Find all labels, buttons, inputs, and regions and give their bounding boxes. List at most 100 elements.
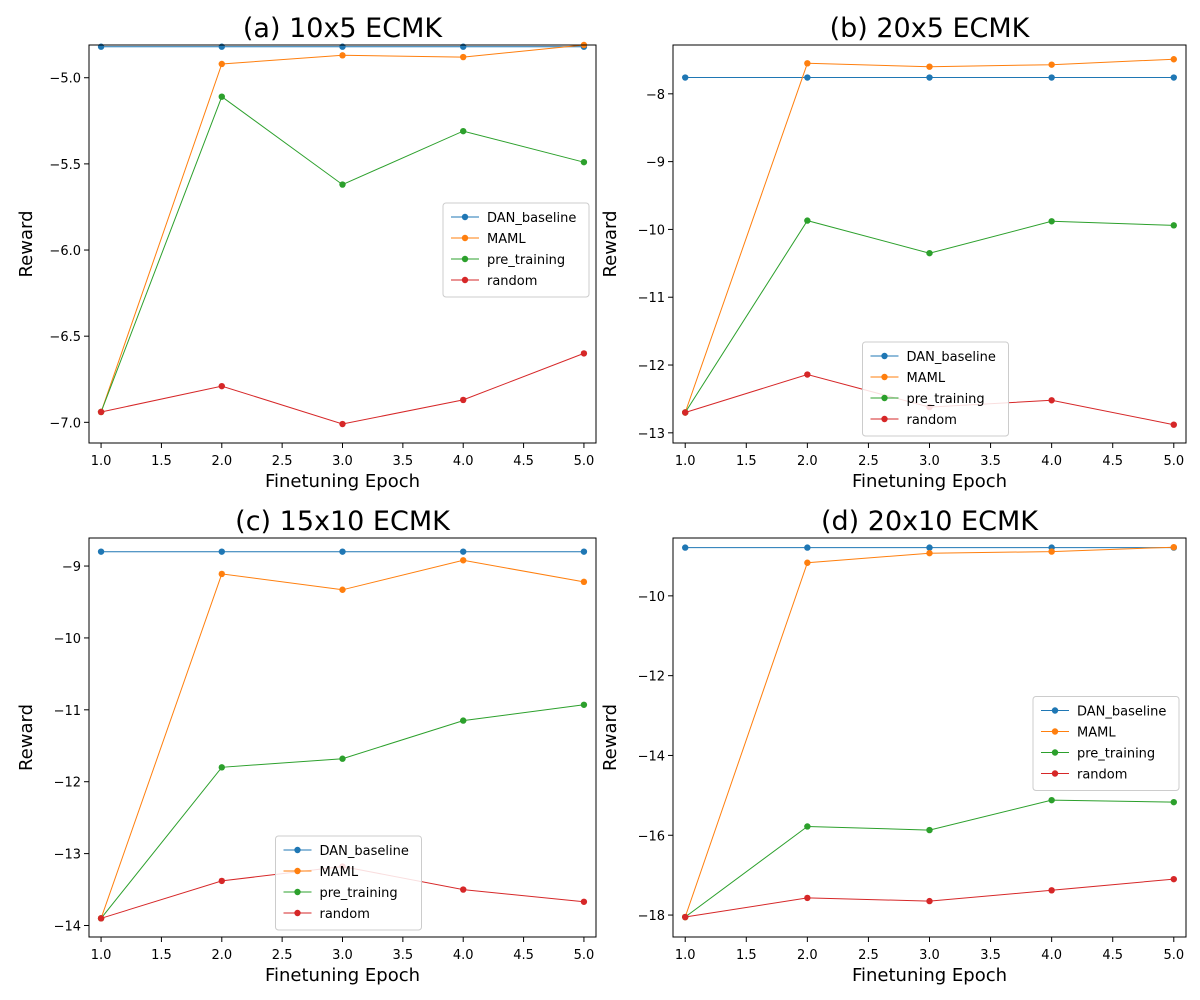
legend-swatch-marker	[1051, 770, 1059, 777]
data-point-random	[218, 382, 225, 390]
data-point-random	[804, 371, 811, 378]
data-point-pre-training	[218, 764, 225, 771]
x-tick-label: 5.0	[1163, 948, 1184, 963]
data-point-pre-training	[339, 755, 346, 762]
x-tick-label: 3.0	[332, 454, 353, 469]
legend-swatch-marker	[881, 352, 888, 360]
y-tick-label: −10	[54, 632, 81, 647]
y-tick-label: −13	[638, 427, 665, 442]
x-tick-label: 3.5	[393, 454, 414, 469]
data-point-maml	[218, 60, 225, 68]
data-point-pre-training	[1170, 222, 1177, 229]
data-point-dan-baseline	[804, 74, 811, 81]
x-tick-label: 5.0	[1163, 454, 1184, 469]
legend-swatch-marker	[1051, 728, 1059, 735]
x-tick-label: 3.0	[332, 948, 353, 963]
x-axis-label: Finetuning Epoch	[265, 471, 420, 492]
x-tick-label: 4.5	[1102, 948, 1123, 963]
y-tick-label: −16	[638, 829, 665, 844]
plot-frame	[88, 537, 597, 938]
data-point-pre-training	[460, 717, 467, 724]
x-tick-label: 1.0	[675, 948, 696, 963]
data-point-dan-baseline	[682, 74, 689, 81]
legend-swatch-marker	[294, 888, 301, 896]
y-tick-label: −14	[54, 919, 81, 934]
y-axis-label: Reward	[16, 210, 37, 277]
data-point-random	[460, 886, 467, 893]
data-point-dan-baseline	[339, 548, 346, 555]
chart-title: (d) 20x10 ECMK	[821, 506, 1039, 537]
x-tick-label: 3.5	[393, 948, 414, 963]
x-tick-label: 4.0	[1041, 948, 1062, 963]
legend-label: random	[320, 907, 370, 922]
y-tick-label: −10	[638, 223, 665, 238]
y-tick-label: −6.5	[49, 330, 81, 345]
data-point-random	[339, 420, 346, 428]
data-point-pre-training	[339, 181, 346, 188]
y-tick-label: −14	[638, 749, 665, 764]
data-point-pre-training	[218, 93, 225, 100]
legend-box	[442, 202, 590, 298]
legend-swatch-marker	[461, 255, 469, 263]
legend-label: MAML	[487, 232, 526, 247]
plot-frame	[672, 537, 1187, 938]
data-point-random	[1048, 397, 1055, 404]
y-tick-label: −9	[646, 156, 665, 171]
series-line-random	[100, 352, 585, 425]
data-point-random	[1048, 887, 1055, 894]
y-tick-label: −10	[638, 590, 665, 605]
data-point-random	[218, 877, 225, 885]
x-tick-label: 2.0	[797, 948, 818, 963]
legend-swatch-marker	[881, 415, 888, 423]
legend-swatch-marker	[881, 394, 888, 402]
data-point-pre-training	[804, 823, 811, 830]
data-point-random	[580, 898, 588, 905]
data-point-pre-training	[926, 826, 933, 834]
data-point-maml	[1048, 548, 1055, 555]
data-point-random	[580, 350, 588, 357]
data-point-dan-baseline	[1170, 74, 1177, 81]
plot-frame	[88, 44, 597, 444]
legend-box	[275, 835, 422, 931]
y-axis-label: Reward	[600, 210, 621, 277]
legend-label: DAN_baseline	[907, 350, 996, 365]
plot-frame	[672, 44, 1187, 444]
x-tick-label: 4.5	[513, 948, 534, 963]
data-point-random	[682, 913, 689, 921]
x-tick-label: 2.5	[272, 948, 293, 963]
chart-title: (b) 20x5 ECMK	[830, 13, 1031, 44]
data-point-pre-training	[1170, 798, 1177, 806]
legend-label: DAN_baseline	[1077, 705, 1166, 720]
data-point-random	[97, 408, 105, 416]
data-point-maml	[218, 570, 225, 578]
data-point-dan-baseline	[218, 548, 225, 555]
x-tick-label: 2.0	[211, 454, 232, 469]
legend-label: random	[907, 413, 957, 428]
data-point-pre-training	[804, 217, 811, 224]
x-tick-label: 3.5	[980, 454, 1001, 469]
legend-box	[1032, 696, 1180, 791]
data-point-random	[1170, 421, 1177, 428]
x-tick-label: 5.0	[574, 454, 595, 469]
y-tick-label: −5.0	[49, 72, 81, 87]
data-point-maml	[926, 63, 933, 70]
x-tick-label: 1.5	[151, 948, 172, 963]
y-tick-label: −7.0	[49, 416, 81, 431]
data-point-maml	[1170, 56, 1177, 63]
data-point-dan-baseline	[460, 548, 467, 555]
legend-label: pre_training	[1077, 747, 1155, 762]
x-tick-label: 5.0	[574, 948, 595, 963]
data-point-maml	[804, 559, 811, 566]
data-point-maml	[1048, 61, 1055, 68]
legend-swatch-marker	[294, 909, 301, 917]
legend-label: DAN_baseline	[320, 844, 409, 859]
data-point-dan-baseline	[804, 544, 811, 551]
x-tick-label: 2.5	[858, 454, 879, 469]
data-point-pre-training	[1048, 218, 1055, 225]
x-axis-label: Finetuning Epoch	[852, 965, 1007, 986]
data-point-dan-baseline	[926, 544, 933, 551]
data-point-maml	[580, 578, 588, 586]
data-point-random	[682, 409, 689, 416]
